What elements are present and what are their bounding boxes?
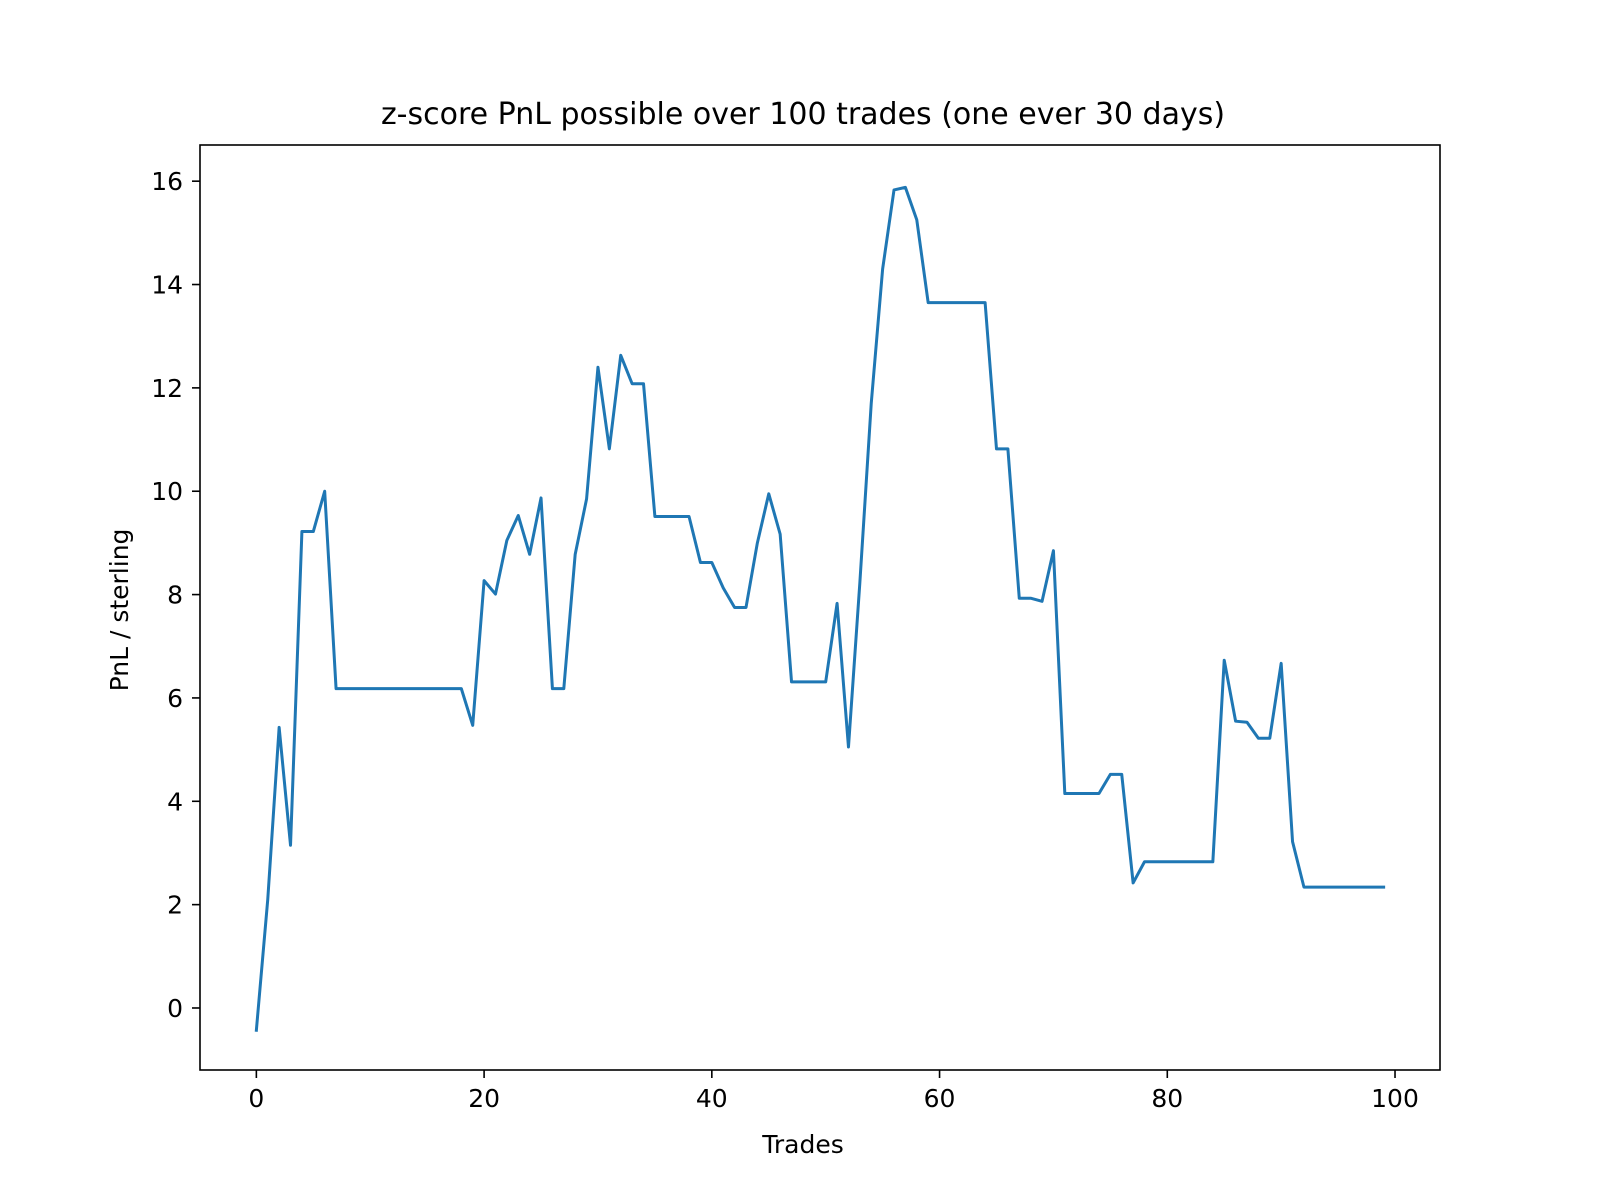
x-tick-label: 20 <box>468 1084 500 1113</box>
y-axis: 0 2 4 6 8 10 12 14 16 <box>151 167 200 1023</box>
x-axis-title: Trades <box>761 1130 843 1159</box>
x-tick-label: 80 <box>1151 1084 1183 1113</box>
y-tick-label: 2 <box>167 891 183 920</box>
plot-area <box>254 185 1386 1032</box>
y-axis-title: PnL / sterling <box>105 529 134 692</box>
y-tick-label: 16 <box>151 167 183 196</box>
y-tick-label: 14 <box>151 271 183 300</box>
y-tick-label: 8 <box>167 581 183 610</box>
y-tick-label: 0 <box>167 994 183 1023</box>
series-line <box>254 185 1386 1032</box>
y-tick-label: 10 <box>151 477 183 506</box>
x-axis: 0 20 40 60 80 100 <box>248 1070 1419 1113</box>
y-tick-label: 6 <box>167 684 183 713</box>
chart-title: z-score PnL possible over 100 trades (on… <box>381 97 1225 132</box>
y-tick-label: 12 <box>151 374 183 403</box>
x-tick-label: 0 <box>248 1084 264 1113</box>
y-tick-label: 4 <box>167 787 183 816</box>
x-tick-label: 100 <box>1371 1084 1419 1113</box>
plot-frame <box>199 144 1441 1071</box>
x-tick-label: 60 <box>924 1084 956 1113</box>
x-tick-label: 40 <box>696 1084 728 1113</box>
